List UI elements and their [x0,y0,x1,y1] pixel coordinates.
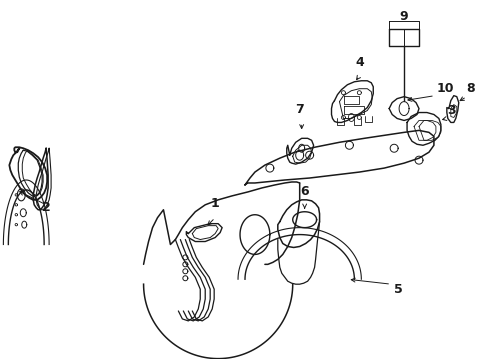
Text: 1: 1 [210,197,219,210]
Text: 10: 10 [436,82,453,95]
Text: 6: 6 [300,185,308,198]
Text: 8: 8 [466,82,474,95]
Text: 2: 2 [42,201,51,214]
Text: 3: 3 [446,104,454,117]
Text: 5: 5 [393,283,402,296]
Text: 4: 4 [354,56,363,69]
Text: 9: 9 [399,10,407,23]
Text: 7: 7 [295,103,304,116]
